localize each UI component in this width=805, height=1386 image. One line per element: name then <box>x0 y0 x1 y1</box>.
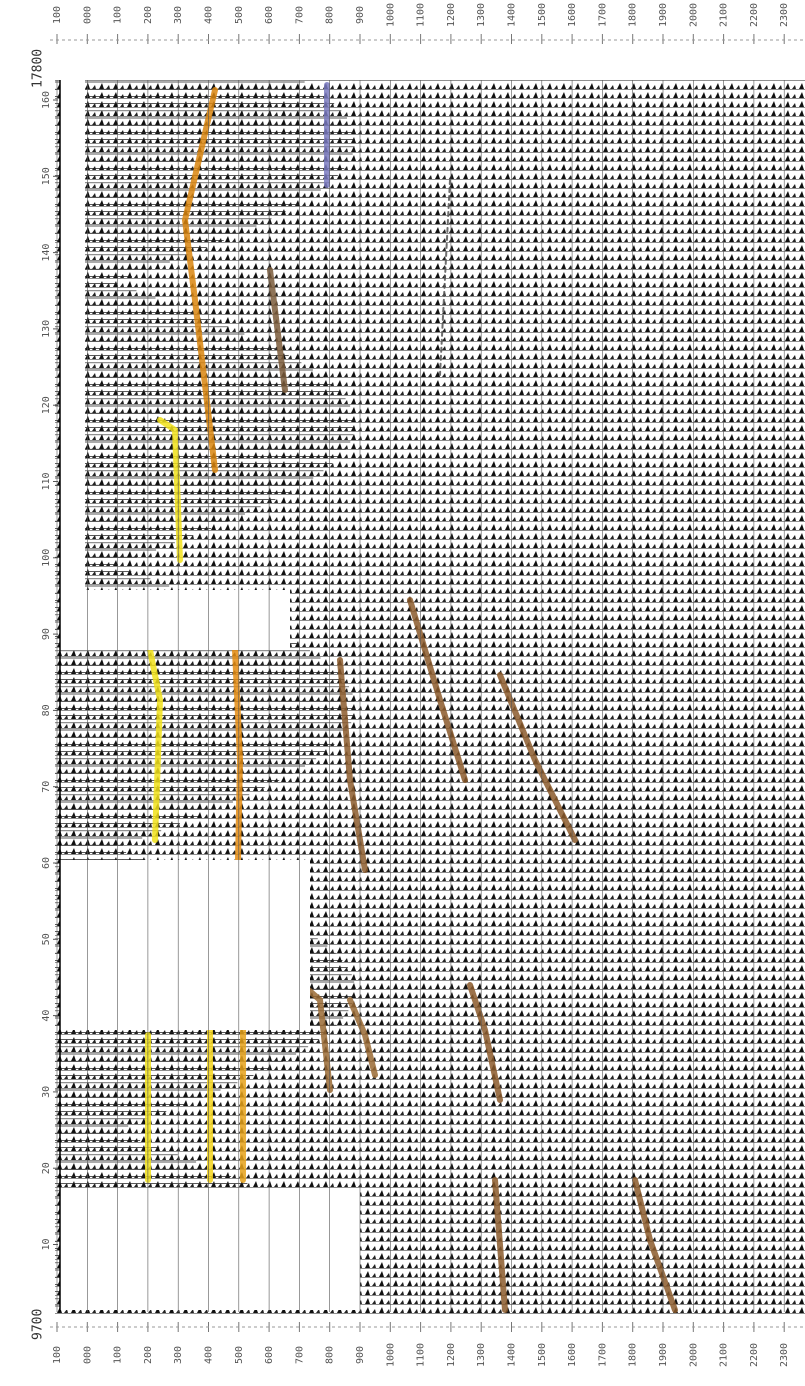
axis-label: 1800 <box>628 1343 639 1367</box>
axis-label: 300 <box>173 6 184 24</box>
line-end: 17800 <box>31 49 46 88</box>
shotpoint-label: 90 <box>41 628 52 640</box>
axis-label: 1700 <box>597 3 608 27</box>
axis-label: 1100 <box>416 1343 427 1367</box>
axis-label: 2200 <box>749 3 760 27</box>
axis-label: 1200 <box>446 3 457 27</box>
axis-label: 800 <box>325 6 336 24</box>
mute <box>60 80 85 590</box>
axis-label: 100 <box>52 1346 63 1364</box>
mute <box>60 590 290 650</box>
axis-label: 400 <box>204 1346 215 1364</box>
seismic-section: 9700 17800 100 000 100 200 300 400 500 600 700 80… <box>0 0 805 1386</box>
axis-label: 000 <box>82 1346 93 1364</box>
axis-label: 1800 <box>628 3 639 27</box>
axis-label: 100 <box>52 6 63 24</box>
axis-label: 1600 <box>567 1343 578 1367</box>
axis-label: 2300 <box>779 1343 790 1367</box>
shotpoint-label: 30 <box>41 1086 52 1098</box>
axis-label: 1400 <box>507 3 518 27</box>
shotpoint-label: 100 <box>41 549 52 567</box>
page: {"top_axis": {"labels": ["100", "000", "… <box>0 0 805 1386</box>
axis-label: 1300 <box>476 3 487 27</box>
axis-label: 100 <box>113 1346 124 1364</box>
axis-label: 1900 <box>658 1343 669 1367</box>
mute <box>60 860 310 1030</box>
shotpoint-label: 80 <box>41 704 52 716</box>
axis-label: 2300 <box>779 3 790 27</box>
axis-label: 500 <box>234 6 245 24</box>
axis-label: 1600 <box>567 3 578 27</box>
shotpoint-label: 130 <box>41 320 52 338</box>
axis-label: 200 <box>143 6 154 24</box>
axis-label: 1200 <box>446 1343 457 1367</box>
axis-label: 900 <box>355 6 366 24</box>
axis-label: 300 <box>173 1346 184 1364</box>
axis-label: 2200 <box>749 1343 760 1367</box>
axis-label: 000 <box>82 6 93 24</box>
axis-label: 700 <box>294 1346 305 1364</box>
shotpoint-label: 120 <box>41 396 52 414</box>
axis-label: 800 <box>325 1346 336 1364</box>
axis-label: 600 <box>264 1346 275 1364</box>
axis-label: 1000 <box>385 3 396 27</box>
axis-label: 1500 <box>537 1343 548 1367</box>
axis-label: 1100 <box>416 3 427 27</box>
axis-label: 600 <box>264 6 275 24</box>
axis-label: 900 <box>355 1346 366 1364</box>
axis-label: 1700 <box>597 1343 608 1367</box>
shotpoint-label: 70 <box>41 781 52 793</box>
axis-label: 1500 <box>537 3 548 27</box>
shotpoint-label: 10 <box>41 1238 52 1250</box>
axis-label: 2100 <box>719 1343 730 1367</box>
wiggle-traces <box>55 80 805 1315</box>
shotpoint-label: 140 <box>41 244 52 262</box>
axis-label: 1900 <box>658 3 669 27</box>
shotpoint-label: 110 <box>41 472 52 490</box>
shotpoint-label: 50 <box>41 933 52 945</box>
axis-label: 500 <box>234 1346 245 1364</box>
mute <box>60 1190 360 1310</box>
axis-label: 1400 <box>507 1343 518 1367</box>
axis-label: 1000 <box>385 1343 396 1367</box>
shotpoint-label: 160 <box>41 91 52 109</box>
axis-label: 700 <box>294 6 305 24</box>
axis-label: 100 <box>113 6 124 24</box>
axis-label: 200 <box>143 1346 154 1364</box>
line-start: 9700 <box>31 1309 46 1340</box>
shotpoint-label: 60 <box>41 857 52 869</box>
axis-label: 400 <box>204 6 215 24</box>
axis-label: 2000 <box>688 3 699 27</box>
axis-label: 2000 <box>688 1343 699 1367</box>
axis-label: 1300 <box>476 1343 487 1367</box>
shotpoint-label: 150 <box>41 167 52 185</box>
axis-label: 2100 <box>719 3 730 27</box>
shotpoint-label: 40 <box>41 1010 52 1022</box>
shotpoint-label: 20 <box>41 1162 52 1174</box>
